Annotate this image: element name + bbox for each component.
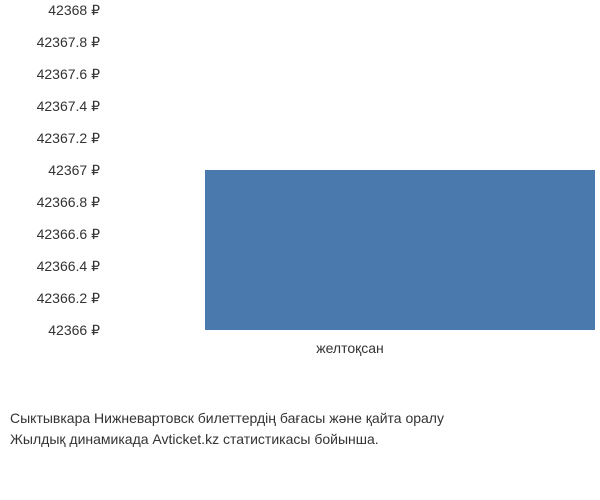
y-tick: 42366.6 ₽ [0, 227, 100, 241]
x-axis-label: желтоқсан [105, 340, 595, 356]
y-tick: 42366.2 ₽ [0, 291, 100, 305]
y-tick: 42367.6 ₽ [0, 67, 100, 81]
y-axis: 42368 ₽ 42367.8 ₽ 42367.6 ₽ 42367.4 ₽ 42… [0, 10, 105, 330]
chart-caption: Сыктывкара Нижневартовск билеттердің бағ… [10, 408, 444, 450]
y-tick: 42367.8 ₽ [0, 35, 100, 49]
y-tick: 42367 ₽ [0, 163, 100, 177]
y-tick: 42367.4 ₽ [0, 99, 100, 113]
plot-area [105, 10, 595, 330]
y-tick: 42367.2 ₽ [0, 131, 100, 145]
y-tick: 42366 ₽ [0, 323, 100, 337]
bar [205, 170, 595, 330]
caption-line-2: Жылдық динамикада Avticket.kz статистика… [10, 429, 444, 450]
chart-container: 42368 ₽ 42367.8 ₽ 42367.6 ₽ 42367.4 ₽ 42… [0, 0, 600, 500]
y-tick: 42366.8 ₽ [0, 195, 100, 209]
y-tick: 42366.4 ₽ [0, 259, 100, 273]
caption-line-1: Сыктывкара Нижневартовск билеттердің бағ… [10, 408, 444, 429]
y-tick: 42368 ₽ [0, 3, 100, 17]
